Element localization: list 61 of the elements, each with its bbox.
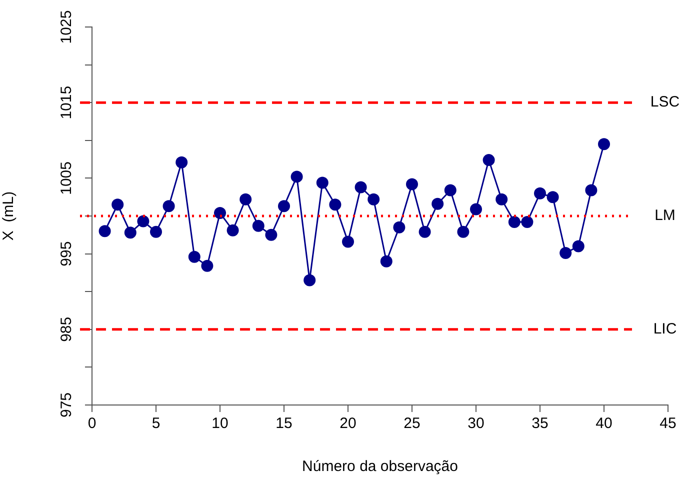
- point: [265, 228, 278, 241]
- point: [534, 187, 546, 200]
- y-tick-label: 975: [58, 392, 76, 418]
- point: [444, 184, 456, 196]
- point: [496, 193, 508, 206]
- point: [432, 198, 444, 210]
- point: [508, 216, 520, 228]
- x-tick-label: 30: [468, 415, 484, 432]
- ref-line-label: LIC: [653, 320, 677, 338]
- point: [560, 247, 572, 260]
- point: [188, 250, 200, 263]
- point: [418, 226, 431, 238]
- ref-line-label: LM: [654, 207, 676, 224]
- point: [598, 138, 610, 150]
- point: [546, 191, 559, 204]
- point: [112, 198, 124, 211]
- point: [329, 198, 342, 211]
- y-tick-label: 995: [58, 241, 76, 266]
- point: [278, 200, 290, 212]
- x-tick-label: 35: [532, 415, 548, 432]
- x-tick-label: 25: [404, 415, 420, 432]
- point: [393, 221, 406, 234]
- y-tick-label: 1015: [58, 86, 76, 120]
- point: [304, 274, 316, 286]
- point: [354, 181, 367, 194]
- point: [316, 176, 328, 189]
- point: [585, 184, 598, 196]
- point: [240, 193, 252, 206]
- x-tick-label: 5: [152, 415, 160, 432]
- point: [470, 203, 482, 216]
- x-tick-label: 40: [596, 415, 612, 432]
- y-tick-label: 985: [58, 316, 76, 342]
- point: [380, 255, 392, 268]
- point: [342, 236, 354, 248]
- point: [572, 240, 584, 252]
- point: [368, 193, 380, 206]
- point: [226, 224, 239, 236]
- x-tick-label: 15: [276, 415, 292, 432]
- point: [162, 200, 175, 212]
- x-axis-title: Número da observação: [302, 458, 458, 476]
- point: [457, 226, 470, 238]
- point: [137, 215, 150, 228]
- point: [201, 260, 214, 272]
- x-tick-label: 10: [212, 415, 228, 432]
- x-tick-label: 45: [660, 415, 676, 432]
- y-tick-label: 1005: [58, 162, 76, 195]
- point: [176, 156, 188, 168]
- point: [150, 226, 162, 238]
- point: [98, 225, 111, 238]
- x-tick-label: 0: [88, 415, 96, 432]
- point: [406, 178, 418, 190]
- point: [482, 154, 495, 166]
- x-tick-label: 20: [340, 415, 356, 432]
- point: [252, 220, 264, 232]
- point: [521, 216, 534, 228]
- y-tick-label: 1025: [58, 10, 76, 44]
- point: [214, 206, 226, 219]
- y-axis-title: X (mL): [0, 191, 18, 241]
- point: [290, 170, 303, 183]
- point: [124, 226, 136, 239]
- ref-line-label: LSC: [650, 94, 680, 111]
